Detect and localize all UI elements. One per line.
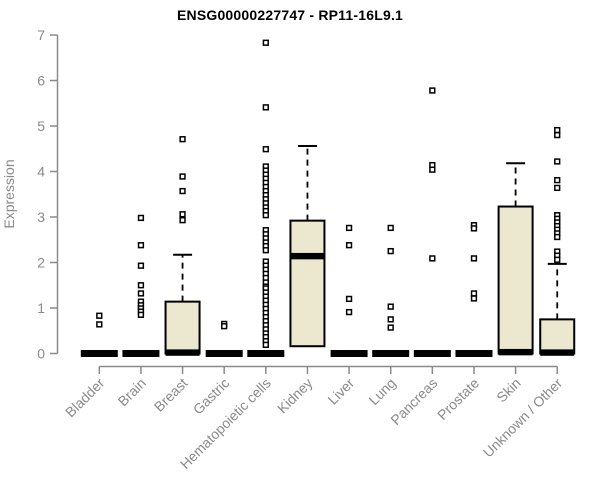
median-bar-hematopoietic-cells: [247, 350, 285, 357]
outlier-point-unknown-other: [554, 176, 561, 184]
median-bar-pancreas: [413, 350, 451, 357]
outlier-point-hematopoietic-cells: [262, 146, 269, 153]
outlier-point-liver: [345, 224, 353, 232]
outlier-point-brain: [137, 282, 145, 289]
outlier-point-brain: [137, 242, 145, 249]
y-tick-label: 3: [37, 209, 45, 225]
outlier-point-breast: [179, 136, 186, 143]
y-tick-label: 1: [37, 300, 45, 316]
y-tick-label: 2: [37, 255, 45, 271]
outlier-point-pancreas: [429, 166, 436, 173]
x-tick-label-liver: Liver: [324, 375, 357, 408]
median-bar-gastric: [205, 350, 243, 357]
outlier-point-unknown-other: [554, 184, 561, 192]
median-bar-liver: [330, 350, 368, 357]
outlier-point-breast: [179, 211, 186, 218]
outlier-point-brain: [137, 290, 145, 297]
outlier-point-lung: [387, 324, 394, 331]
outlier-point-pancreas: [429, 87, 436, 94]
outlier-point-breast: [179, 217, 186, 224]
outlier-point-liver: [345, 242, 353, 249]
median-breast: [165, 349, 200, 356]
x-tick-label-skin: Skin: [493, 375, 524, 406]
outlier-point-bladder: [96, 321, 103, 328]
x-tick-label-prostate: Prostate: [434, 375, 482, 423]
x-tick-label-breast: Breast: [151, 375, 191, 415]
outlier-point-liver: [345, 308, 353, 316]
chart-title: ENSG00000227747 - RP11-16L9.1: [176, 7, 404, 23]
outlier-point-bladder: [96, 312, 103, 319]
median-bar-brain: [122, 350, 160, 357]
x-tick-label-bladder: Bladder: [62, 375, 108, 421]
y-tick-label: 6: [37, 73, 45, 89]
box-breast: [164, 300, 201, 355]
median-kidney: [290, 252, 325, 260]
outlier-point-gastric: [221, 323, 228, 330]
median-skin: [498, 348, 533, 356]
box-kidney: [289, 219, 326, 348]
outlier-point-prostate: [470, 225, 478, 232]
median-bar-bladder: [80, 350, 118, 357]
x-tick-label-unknown-other: Unknown / Other: [480, 375, 566, 461]
median-bar-prostate: [455, 350, 493, 357]
outlier-point-brain: [137, 311, 145, 318]
x-tick-label-brain: Brain: [115, 375, 149, 409]
outlier-point-unknown-other: [554, 233, 561, 241]
outlier-point-brain: [137, 262, 145, 269]
outlier-point-prostate: [470, 290, 478, 297]
outlier-point-hematopoietic-cells: [262, 341, 269, 349]
y-tick-label: 7: [37, 27, 45, 43]
outlier-point-hematopoietic-cells: [262, 39, 269, 46]
outlier-point-lung: [387, 247, 394, 255]
outlier-point-lung: [387, 303, 394, 310]
outlier-point-lung: [387, 224, 394, 232]
outlier-point-prostate: [470, 295, 478, 302]
outlier-point-hematopoietic-cells: [262, 104, 269, 111]
y-tick-label: 5: [37, 118, 45, 134]
outlier-point-unknown-other: [554, 158, 561, 165]
box-skin: [497, 205, 534, 355]
x-tick-label-kidney: Kidney: [274, 375, 316, 417]
outlier-point-hematopoietic-cells: [262, 247, 269, 254]
outlier-point-breast: [179, 187, 186, 195]
y-axis-title: Expression: [1, 159, 17, 228]
outlier-point-hematopoietic-cells: [262, 212, 269, 219]
outlier-point-pancreas: [429, 255, 436, 262]
y-tick-label: 4: [37, 164, 45, 180]
outlier-point-unknown-other: [554, 131, 561, 139]
median-unknown-other: [540, 349, 575, 356]
outlier-point-unknown-other: [554, 126, 561, 134]
outlier-point-brain: [137, 214, 145, 222]
outlier-point-liver: [345, 295, 353, 303]
y-tick-label: 0: [37, 346, 45, 362]
outlier-point-lung: [387, 316, 394, 323]
median-bar-lung: [372, 350, 410, 357]
outlier-point-prostate: [470, 255, 478, 262]
x-tick-label-lung: Lung: [365, 375, 398, 408]
box-unknown-other: [539, 318, 576, 355]
outlier-point-unknown-other: [554, 256, 561, 263]
outlier-point-breast: [179, 173, 186, 180]
